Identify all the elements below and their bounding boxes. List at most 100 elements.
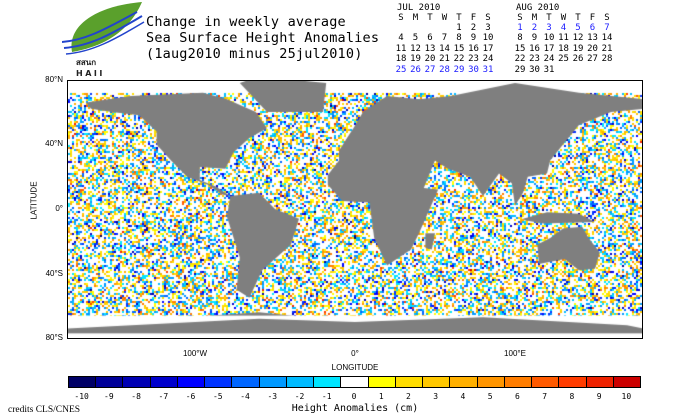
colorbar-swatch (449, 376, 478, 388)
colorbar-swatch (394, 376, 424, 388)
colorbar-swatch (476, 376, 505, 388)
logo-text-bottom: HAII (76, 69, 105, 78)
weekday-header: T (427, 13, 433, 23)
y-tick-label: 40°S (45, 268, 63, 278)
ssh-anomaly-map (67, 80, 643, 339)
calendar-day: 7 (604, 23, 610, 33)
x-tick-label: 0° (351, 349, 359, 358)
weekday-header: M (531, 13, 538, 23)
calendar-day: 23 (529, 54, 540, 65)
logo-text-top: สสนก (76, 58, 96, 67)
calendar-day: 9 (470, 33, 477, 44)
colorbar-swatch (176, 376, 206, 388)
calendar-day: 10 (543, 33, 555, 44)
colorbar-swatch (122, 376, 151, 388)
weekday-header: T (456, 13, 462, 23)
calendar-day: 5 (575, 23, 581, 33)
colorbar-tick-label: -3 (267, 392, 278, 401)
calendar-day: 4 (560, 23, 567, 33)
calendar-day: 2 (531, 23, 538, 33)
calendar-day: 28 (601, 54, 613, 65)
colorbar-tick-label: 9 (596, 392, 602, 401)
colorbar-swatch (68, 376, 97, 388)
credits: credits CLS/CNES (8, 405, 81, 415)
colorbar-swatch (503, 376, 533, 388)
colorbar-tick-label: 0 (351, 392, 357, 401)
calendar-day: 10 (482, 33, 494, 44)
weekday-header: S (604, 13, 610, 23)
calendar-day: 20 (424, 54, 436, 65)
calendar-day: 18 (395, 54, 407, 65)
weekday-header: T (546, 13, 552, 23)
calendar-day: 6 (589, 23, 596, 33)
colorbar-swatch (285, 376, 315, 388)
calendar-day: 11 (558, 33, 569, 44)
calendar-day: 29 (453, 64, 465, 75)
calendar-day: 16 (468, 43, 479, 54)
weekday-header: S (517, 13, 523, 23)
calendar-day: 31 (543, 64, 555, 75)
y-tick-label: 80°N (45, 74, 63, 84)
colorbar-swatch (204, 376, 233, 388)
calendar-day: 30 (468, 64, 479, 75)
colorbar-tick-label: -9 (104, 392, 114, 401)
calendar-day: 3 (546, 23, 552, 33)
colorbar-swatch (558, 376, 587, 388)
calendar-day: 12 (572, 33, 584, 44)
colorbar-tick-label: 10 (621, 392, 632, 401)
calendar-day: 18 (558, 43, 569, 54)
calendar-day: 13 (587, 33, 598, 44)
weekday-header: F (470, 13, 477, 23)
calendar-day: 22 (514, 54, 526, 65)
colorbar-tick-label: -6 (185, 392, 196, 401)
calendar-day: 19 (572, 43, 584, 54)
calendar-day: 14 (601, 33, 613, 44)
calendar-day: 8 (456, 33, 462, 44)
colorbar-swatch (531, 376, 560, 388)
calendar-day: 13 (424, 43, 436, 54)
calendar-day: 1 (517, 23, 523, 33)
calendar-day: 15 (453, 43, 465, 54)
calendar-month: AUG 2010 (516, 3, 560, 13)
colorbar-tick-label: -1 (321, 392, 332, 401)
calendar-day: 28 (439, 64, 450, 75)
weekday-header: W (560, 13, 567, 23)
weekday-header: T (575, 13, 581, 23)
y-tick-label: 80°S (45, 333, 63, 343)
y-tick-label: 40°N (45, 139, 63, 149)
calendar-day: 2 (470, 23, 477, 33)
calendar-day: 15 (514, 43, 526, 54)
colorbar-tick-label: -10 (74, 392, 89, 401)
calendar-day: 7 (441, 33, 448, 44)
x-axis-label: LONGITUDE (331, 363, 379, 372)
calendar-day: 31 (482, 64, 494, 75)
colorbar-swatch (367, 376, 396, 388)
calendar-day: 21 (439, 54, 450, 65)
calendar-day: 30 (529, 64, 540, 75)
colorbar-tick-label: 4 (460, 392, 466, 401)
weekday-header: F (589, 13, 596, 23)
colorbar-tick-label: -7 (158, 392, 169, 401)
calendar-day: 5 (412, 33, 419, 44)
colorbar-swatch (585, 376, 614, 388)
calendar-day: 12 (410, 43, 421, 54)
calendar-day: 23 (468, 54, 479, 65)
colorbar-swatch (95, 376, 124, 388)
weekday-header: S (485, 13, 491, 23)
colorbar-tick-label: 3 (433, 392, 439, 401)
calendar-day: 27 (424, 64, 436, 75)
y-axis-label: LATITUDE (29, 181, 39, 220)
colorbar-swatch (258, 376, 287, 388)
calendar-day: 20 (587, 43, 598, 54)
colorbar-swatch (149, 376, 178, 388)
colorbar-tick-label: 5 (487, 392, 493, 401)
calendar-day: 26 (410, 64, 421, 75)
colorbar-title: Height Anomalies (cm) (291, 403, 419, 414)
x-tick-label: 100°W (182, 349, 208, 358)
calendar-day: 29 (514, 64, 526, 75)
colorbar-tick-label: -4 (240, 392, 250, 401)
title-line-2: Sea Surface Height Anomalies (146, 30, 380, 46)
calendar-day: 8 (517, 33, 523, 44)
calendar-day: 9 (531, 33, 538, 44)
calendar-day: 25 (558, 54, 569, 65)
